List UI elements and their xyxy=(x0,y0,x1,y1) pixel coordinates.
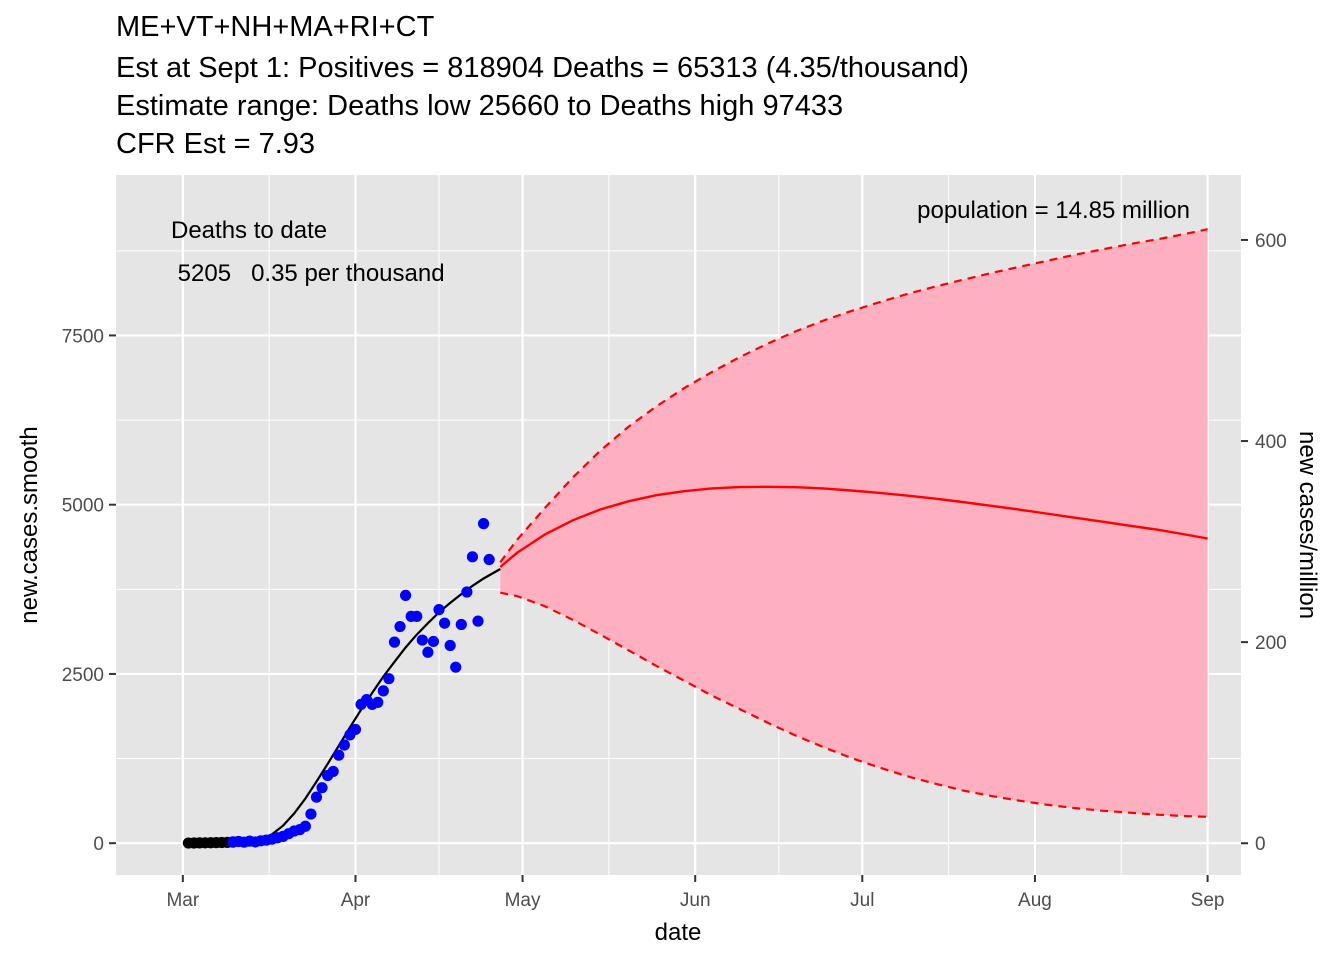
title-line-2: Est at Sept 1: Positives = 818904 Deaths… xyxy=(116,52,969,84)
observed-point xyxy=(338,739,350,751)
deaths-to-date-value: 5205 0.35 per thousand xyxy=(171,260,445,287)
observed-point xyxy=(394,620,406,633)
y2-tick-label: 200 xyxy=(1255,633,1287,654)
x-tick-label: Apr xyxy=(341,890,371,911)
observed-point xyxy=(327,765,339,778)
y-tick-label: 2500 xyxy=(62,665,104,686)
observed-point xyxy=(466,551,479,563)
title-line-3: Estimate range: Deaths low 25660 to Deat… xyxy=(116,90,843,122)
observed-point xyxy=(427,635,440,648)
observed-point xyxy=(438,617,451,629)
observed-point xyxy=(411,610,423,622)
x-tick-label: Aug xyxy=(1018,890,1052,911)
projection-central-line xyxy=(499,485,1208,568)
projection-band xyxy=(500,229,1208,817)
observed-point xyxy=(400,589,412,602)
observed-point xyxy=(477,518,490,530)
observed-points xyxy=(227,518,495,848)
chart-title: ME+VT+NH+MA+RI+CT Est at Sept 1: Positiv… xyxy=(116,11,969,160)
observed-point xyxy=(450,661,462,673)
x-tick-label: Mar xyxy=(166,890,199,911)
observed-point xyxy=(316,782,328,794)
x-tick-label: Sep xyxy=(1191,890,1225,911)
observed-point xyxy=(416,634,428,646)
observed-point xyxy=(483,553,495,566)
observed-point xyxy=(472,615,484,627)
y-tick-label: 0 xyxy=(93,834,104,855)
y-axis-right: 0 200 400 600 xyxy=(1241,231,1287,855)
population-label: population = 14.85 million xyxy=(917,197,1190,224)
observed-point xyxy=(377,685,389,697)
observed-point xyxy=(388,636,401,648)
x-axis: Mar Apr May Jun Jul Aug Sep xyxy=(166,875,1224,911)
observed-point xyxy=(349,723,362,736)
x-axis-title: date xyxy=(655,919,702,946)
y-tick-label: 7500 xyxy=(62,326,104,347)
y2-tick-label: 400 xyxy=(1255,432,1287,453)
observed-point xyxy=(461,586,473,598)
y-tick-label: 5000 xyxy=(62,496,104,517)
projection-low-line xyxy=(500,591,1208,818)
title-line-1: ME+VT+NH+MA+RI+CT xyxy=(116,11,435,43)
early-points xyxy=(182,836,239,849)
x-tick-label: May xyxy=(505,890,541,911)
title-line-4: CFR Est = 7.93 xyxy=(116,128,315,160)
y-axis-title: new.cases.smooth xyxy=(16,426,43,623)
y2-tick-label: 0 xyxy=(1255,834,1266,855)
observed-point xyxy=(455,618,467,631)
y-axis-left: 0 2500 5000 7500 xyxy=(62,326,116,855)
x-tick-label: Jul xyxy=(850,890,874,911)
observed-point xyxy=(422,646,434,658)
observed-point xyxy=(433,604,445,616)
projection-high-line xyxy=(499,228,1208,563)
deaths-to-date-title: Deaths to date xyxy=(171,217,327,244)
observed-point xyxy=(444,639,456,652)
y2-axis-title: new cases/million xyxy=(1294,431,1321,619)
observed-point xyxy=(310,791,323,803)
observed-point xyxy=(372,696,384,708)
observed-point xyxy=(299,820,311,832)
x-tick-label: Jun xyxy=(680,890,711,911)
y2-tick-label: 600 xyxy=(1255,231,1287,252)
observed-point xyxy=(333,749,345,761)
observed-point xyxy=(383,673,395,685)
observed-point xyxy=(305,808,317,820)
